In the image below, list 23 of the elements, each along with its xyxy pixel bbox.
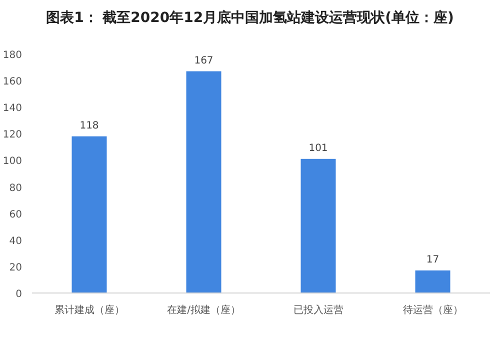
bar [415,270,450,293]
y-tick-label: 80 [9,182,22,194]
bar [186,71,222,293]
y-tick-label: 160 [2,76,22,88]
data-label: 101 [308,142,328,154]
y-tick-label: 100 [2,156,22,168]
bar [72,136,107,293]
y-tick-label: 140 [2,103,22,114]
y-tick-label: 40 [9,236,22,247]
y-tick-label: 60 [9,209,22,220]
y-tick-label: 180 [2,50,22,61]
y-tick-label: 0 [16,289,22,300]
x-tick-label: 在建/拟建（座） [167,304,240,316]
bar [300,158,336,293]
data-label: 167 [194,55,214,66]
chart-title: 图表1： 截至2020年12月底中国加氢站建设运营现状(单位：座) [46,9,454,26]
x-tick-label: 累计建成（座） [54,304,124,316]
data-label: 118 [80,120,99,132]
y-tick-label: 120 [2,130,22,141]
data-label: 17 [426,254,440,266]
y-tick-label: 20 [9,262,22,274]
x-tick-label: 已投入运营 [293,304,344,316]
x-tick-label: 待运营（座） [402,304,463,316]
